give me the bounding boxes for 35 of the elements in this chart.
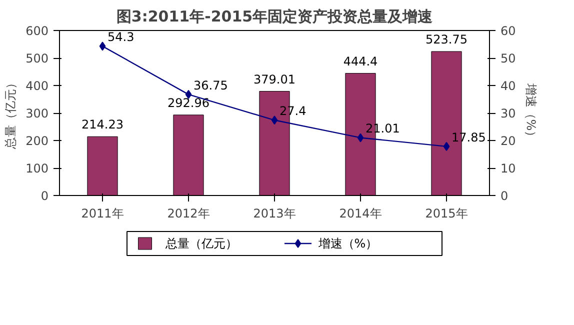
y2-tick-label: 50	[500, 52, 516, 66]
y2-tick-label: 60	[500, 24, 516, 38]
y2-tick-label: 20	[500, 134, 516, 148]
y-tick-label: 100	[26, 162, 48, 176]
y2-tick-label: 30	[500, 106, 516, 120]
data-label: 292.96	[168, 96, 210, 110]
x-tick-label: 2011年	[81, 206, 124, 220]
x-tick-label: 2015年	[425, 206, 468, 220]
point	[271, 116, 278, 125]
data-label: 54.3	[108, 30, 134, 44]
data-label: 444.4	[343, 54, 378, 68]
y-tick-label: 0	[40, 189, 49, 203]
chart-title: 图3:2011年-2015年固定资产投资总量及增速	[116, 8, 434, 26]
point	[99, 42, 106, 51]
x-tick-label: 2014年	[339, 206, 382, 220]
y2-tick-label: 10	[500, 162, 516, 176]
y-tick-label: 500	[26, 52, 48, 66]
y-axis-title: 总量（亿元）	[4, 77, 18, 150]
x-tick-label: 2013年	[253, 206, 296, 220]
data-label: 214.23	[82, 118, 124, 132]
data-label: 36.75	[194, 78, 228, 92]
y-tick-label: 300	[26, 106, 48, 120]
y-tick-label: 400	[26, 79, 48, 93]
data-label: 523.75	[426, 32, 468, 46]
y-tick-label: 600	[26, 24, 48, 38]
y-tick-label: 200	[26, 134, 48, 148]
legend-label: 总量（亿元）	[164, 236, 238, 250]
y2-tick-label: 0	[500, 189, 508, 203]
y2-axis-title: 增速（%）	[524, 82, 538, 143]
x-tick-label: 2012年	[167, 206, 210, 220]
y2-tick-label: 40	[500, 79, 516, 93]
point	[357, 133, 364, 142]
data-label: 379.01	[254, 72, 296, 86]
legend-label: 增速（%）	[317, 236, 378, 250]
point	[443, 142, 450, 151]
